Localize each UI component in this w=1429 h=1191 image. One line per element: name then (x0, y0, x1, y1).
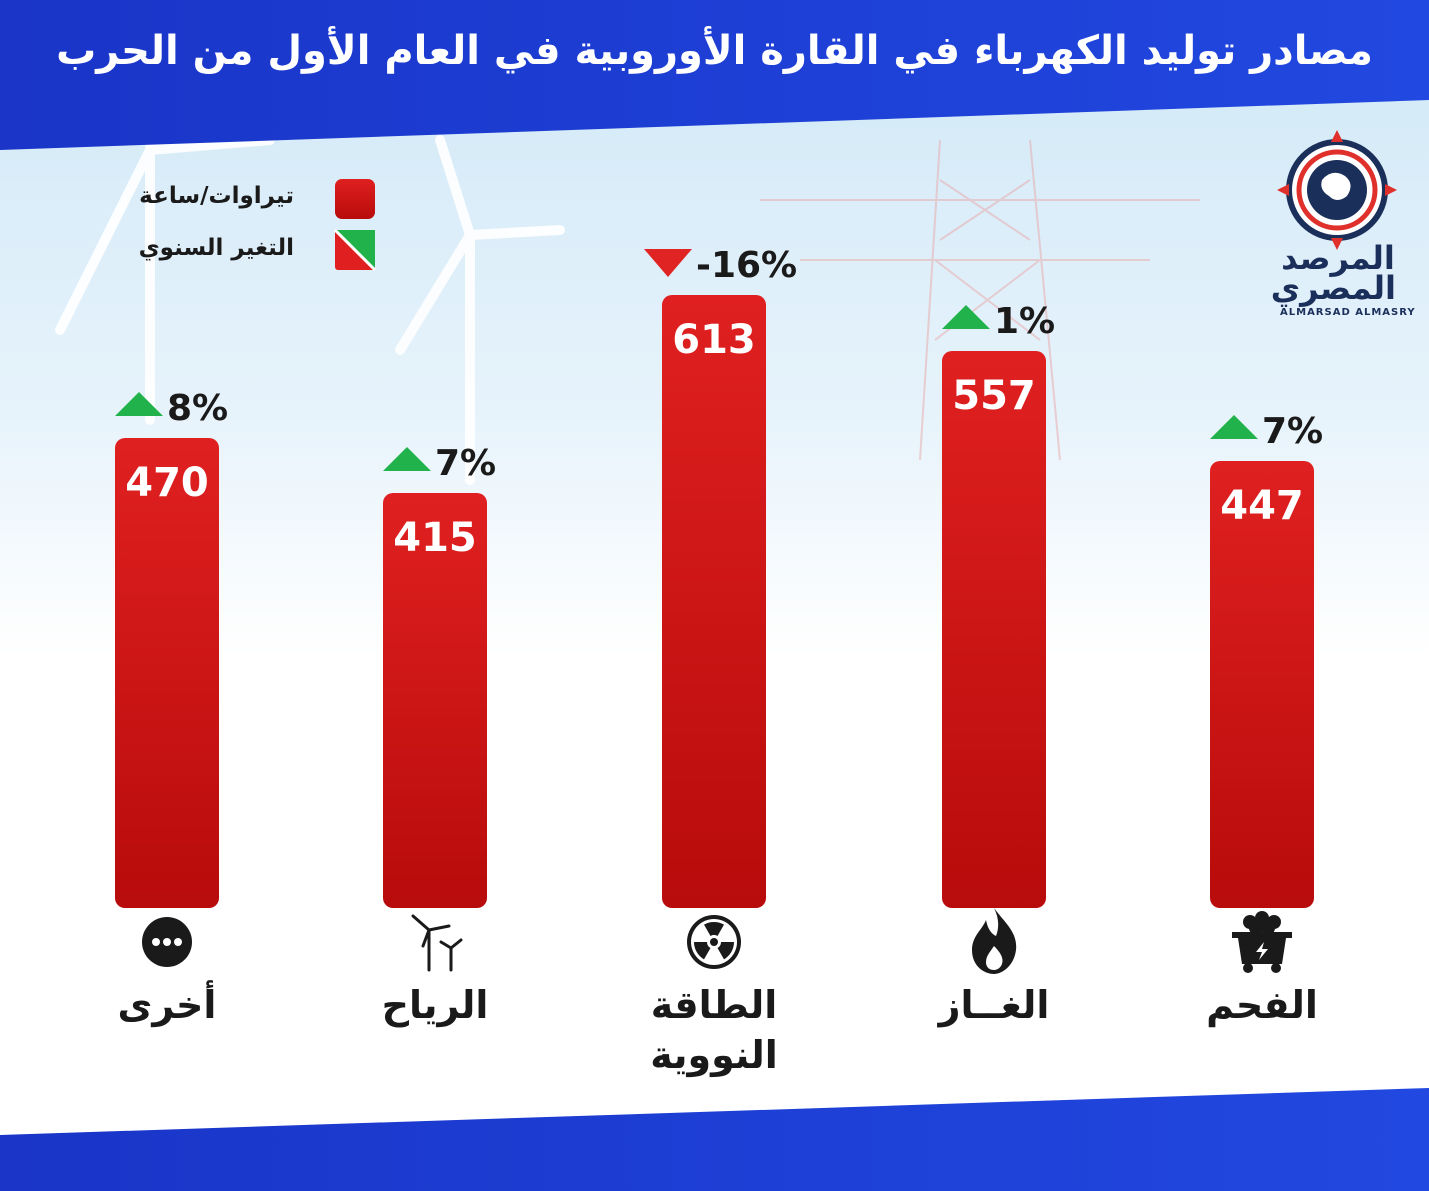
bar (662, 295, 766, 908)
logo-arabic-line1: المرصد (1281, 239, 1395, 277)
change-indicator: 8% (115, 388, 228, 429)
arrow-up-icon (115, 392, 163, 416)
chart-title: مصادر توليد الكهرباء في القارة الأوروبية… (56, 28, 1373, 74)
category-label: الفحم (1206, 983, 1318, 1028)
coal-cart-icon (1232, 911, 1292, 973)
arrow-up-icon (1210, 415, 1258, 439)
footer-band (0, 1086, 1429, 1191)
logo-english: ALMARSAD ALMASRY (1280, 307, 1416, 318)
bar-value-label: 447 (1220, 483, 1304, 529)
change-label: 8% (167, 388, 228, 429)
header-band: مصادر توليد الكهرباء في القارة الأوروبية… (0, 0, 1429, 150)
category-label: أخرى (118, 980, 217, 1027)
bar-value-label: 415 (393, 515, 477, 561)
arrow-down-icon (644, 249, 692, 277)
change-indicator: 1% (942, 301, 1055, 342)
change-indicator: 7% (1210, 411, 1323, 452)
bar (1210, 461, 1314, 908)
change-label: 1% (994, 301, 1055, 342)
change-label: 7% (435, 443, 496, 484)
category-label: الغــاز (937, 983, 1050, 1027)
arrow-up-icon (942, 305, 990, 329)
logo-arabic-line2: المصري (1270, 269, 1396, 307)
more-icon (142, 917, 192, 967)
legend-change-swatch (333, 228, 377, 272)
bar (942, 351, 1046, 908)
arrow-up-icon (383, 447, 431, 471)
legend-change-label: التغير السنوي (138, 235, 294, 261)
flame-icon (972, 908, 1017, 974)
change-indicator: -16% (644, 245, 797, 286)
change-label: -16% (696, 245, 797, 286)
bar (383, 493, 487, 908)
bar (115, 438, 219, 908)
category-label: النووية (650, 1033, 778, 1078)
bar-value-label: 557 (952, 373, 1036, 419)
legend-value-swatch (335, 179, 375, 219)
radiation-icon (687, 915, 741, 969)
category-label: الطاقة (651, 983, 778, 1027)
logo: المرصد المصري ALMARSAD ALMASRY (1270, 128, 1416, 318)
logo-emblem-icon (1277, 130, 1397, 250)
bar-value-label: 613 (672, 317, 756, 363)
wind-turbine-icon (411, 914, 463, 972)
change-label: 7% (1262, 411, 1323, 452)
legend-value-label: تيراوات/ساعة (139, 183, 294, 209)
category-label: الرياح (382, 983, 489, 1027)
change-indicator: 7% (383, 443, 496, 484)
bar-value-label: 470 (125, 460, 209, 506)
